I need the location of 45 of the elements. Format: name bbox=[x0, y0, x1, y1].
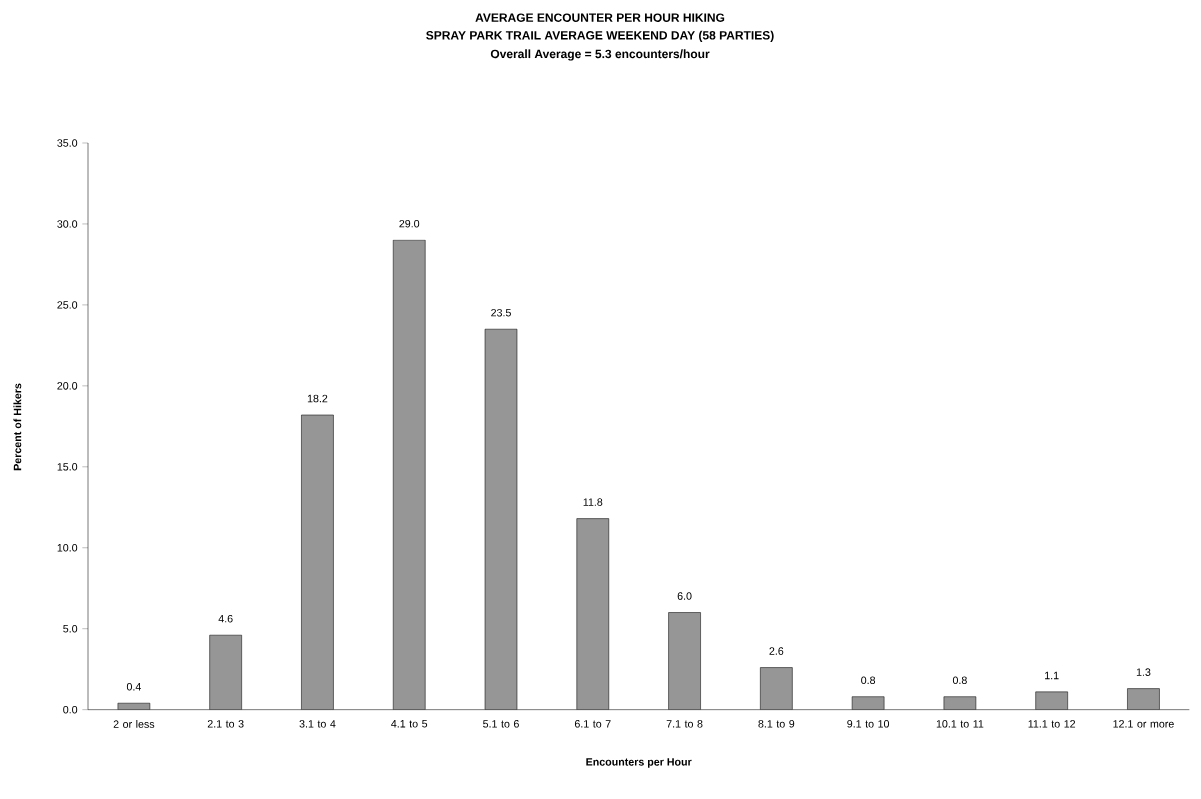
bar bbox=[485, 329, 518, 710]
x-tick-label: 3.1 to 4 bbox=[299, 720, 336, 728]
x-tick-label: 10.1 to 11 bbox=[936, 720, 984, 728]
y-tick-label: 25.0 bbox=[57, 301, 78, 309]
data-label: 23.5 bbox=[491, 308, 511, 317]
x-tick-label: 5.1 to 6 bbox=[483, 720, 519, 728]
y-axis-title: Percent of Hikers bbox=[13, 383, 22, 471]
x-tick-label: 7.1 to 8 bbox=[666, 720, 703, 728]
bar bbox=[301, 415, 334, 710]
y-tick-label: 35.0 bbox=[57, 139, 78, 147]
data-label: 4.6 bbox=[218, 614, 233, 623]
data-label: 1.3 bbox=[1136, 668, 1151, 676]
y-tick-label: 20.0 bbox=[57, 382, 78, 390]
data-label: 6.0 bbox=[677, 592, 692, 600]
x-tick-label: 8.1 to 9 bbox=[758, 720, 795, 728]
y-tick-label: 15.0 bbox=[57, 463, 78, 471]
bar bbox=[576, 518, 609, 710]
chart-title: AVERAGE ENCOUNTER PER HOUR HIKING bbox=[475, 13, 725, 22]
data-label: 11.8 bbox=[583, 498, 603, 506]
y-tick-label: 5.0 bbox=[63, 624, 78, 633]
data-label: 18.2 bbox=[307, 394, 328, 403]
chart-subtitle: SPRAY PARK TRAIL AVERAGE WEEKEND DAY (58 PARTIES) bbox=[426, 30, 774, 42]
x-tick-label: 4.1 to 5 bbox=[391, 720, 428, 728]
data-label: 0.4 bbox=[126, 682, 141, 691]
data-label: 0.8 bbox=[952, 676, 967, 684]
y-tick-label: 0.0 bbox=[63, 705, 78, 714]
bar bbox=[393, 240, 426, 710]
y-tick-label: 30.0 bbox=[57, 220, 78, 228]
x-tick-label: 6.1 to 7 bbox=[574, 720, 611, 728]
text: Overall Average = 5.3 encounters/hour bbox=[490, 49, 710, 61]
x-tick-label: 9.1 to 10 bbox=[847, 720, 890, 728]
x-tick-label: 2.1 to 3 bbox=[207, 720, 244, 728]
data-label: 0.8 bbox=[861, 676, 876, 684]
x-tick-label: 2 or less bbox=[113, 720, 155, 728]
data-label: 29.0 bbox=[399, 219, 420, 228]
data-label: 1.1 bbox=[1045, 671, 1059, 680]
x-tick-label: 12.1 or more bbox=[1113, 720, 1174, 728]
bar bbox=[668, 612, 701, 710]
x-tick-label: 11.1 to 12 bbox=[1028, 720, 1076, 728]
x-axis-title: Encounters per Hour bbox=[586, 758, 692, 768]
bar bbox=[1127, 688, 1160, 710]
bar bbox=[760, 667, 793, 710]
bar bbox=[209, 635, 242, 710]
data-label: 2.6 bbox=[769, 647, 784, 655]
y-tick-label: 10.0 bbox=[57, 543, 78, 552]
